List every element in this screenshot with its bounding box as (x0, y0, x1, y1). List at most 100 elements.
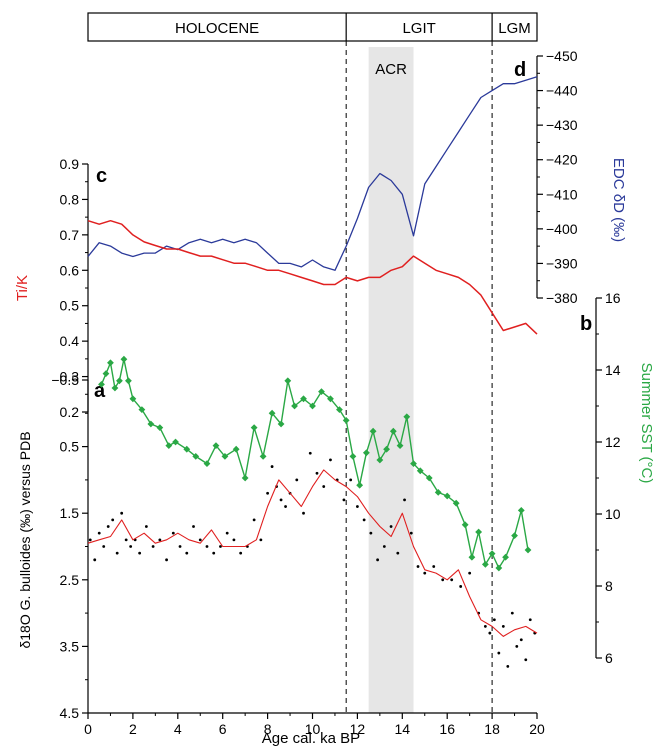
d18o-point (329, 458, 332, 462)
sst-point (488, 550, 496, 557)
tik-y-tick-label: 0.9 (60, 156, 80, 172)
d18o-point (97, 531, 101, 535)
d18o-point (115, 551, 119, 555)
sst-y-tick-label: 16 (605, 290, 621, 306)
sst-point (318, 388, 325, 395)
ylabel-d18o: δ18O G. bulloides (‰) versus PDB (17, 431, 33, 648)
tik-y-tick-label: 0.4 (60, 333, 80, 349)
sst-y-tick-label: 8 (605, 578, 613, 594)
d18o-y-tick-label: 4.5 (60, 705, 80, 721)
d18o-point (252, 518, 256, 522)
d18o-point (483, 625, 487, 628)
d18o-point (124, 538, 128, 542)
sst-series-line (100, 358, 529, 569)
d18o-point (151, 545, 155, 548)
sst-point (250, 424, 258, 431)
x-tick-label: 0 (84, 721, 92, 737)
x-tick-label: 2 (129, 721, 137, 737)
d18o-point (432, 565, 436, 568)
axes-layer: −380 −390 −400 −410 −420 −430 −440 −450 0.2 0.3 0.… (51, 13, 621, 737)
acr-band (368, 47, 414, 713)
sst-point (481, 561, 489, 568)
x-tick-label: 18 (484, 721, 500, 737)
d18o-point (441, 578, 445, 582)
edc-y-tick-label: −380 (546, 290, 578, 306)
x-tick-label: 6 (219, 721, 227, 737)
d18o-point (88, 538, 92, 542)
sst-point (383, 445, 390, 453)
acr-label: ACR (375, 61, 407, 78)
d18o-point (212, 551, 216, 555)
d18o-point (322, 485, 326, 488)
d18o-point (492, 618, 496, 622)
d18o-point (102, 545, 106, 548)
d18o-point (450, 578, 454, 582)
d18o-y-tick-label: 3.5 (60, 638, 80, 654)
d18o-y-tick-label: 2.5 (60, 572, 80, 588)
edc-y-tick-label: −420 (546, 152, 578, 168)
d18o-point (295, 478, 299, 482)
d18o-point (488, 631, 492, 635)
sst-point (147, 420, 155, 428)
sst-point (300, 395, 307, 403)
x-tick-label: 14 (395, 721, 411, 737)
sst-point (203, 460, 211, 467)
d18o-point (376, 558, 380, 562)
sst-point (468, 553, 476, 561)
d18o-point (259, 538, 263, 542)
sst-point (165, 442, 173, 449)
sst-y-tick-label: 10 (605, 506, 621, 522)
sst-point (342, 417, 350, 424)
d18o-point (524, 658, 528, 662)
xlabel: Age cal. ka BP (262, 730, 360, 747)
d18o-y-tick-label: −0.5 (51, 372, 79, 388)
d18o-point (144, 525, 148, 528)
sst-point (221, 453, 229, 460)
x-tick-label: 10 (305, 721, 321, 737)
sst-point (107, 359, 114, 367)
x-tick-label: 20 (529, 721, 545, 737)
sst-point (410, 460, 417, 467)
d18o-point (459, 585, 463, 588)
d18o-point (192, 525, 195, 528)
sst-point (111, 384, 119, 392)
d18o-point (302, 511, 305, 515)
sst-point (120, 355, 128, 363)
d18o-point (120, 511, 124, 515)
tik-y-tick-label: 0.8 (60, 191, 80, 207)
d18o-point (468, 571, 472, 575)
edc-y-tick-label: −440 (546, 83, 578, 99)
sst-point (102, 370, 110, 377)
sst-point (524, 546, 532, 554)
sst-point (284, 377, 292, 385)
panel-letter-c: c (96, 165, 107, 187)
edc-y-tick-label: −430 (546, 117, 578, 133)
d18o-point (497, 651, 501, 655)
period-label-holocene: HOLOCENE (175, 20, 259, 37)
sst-point (356, 481, 364, 489)
tik-y-tick-label: 0.3 (60, 369, 80, 385)
d18o-y-tick-label: 1.5 (60, 505, 80, 521)
d18o-point (342, 498, 346, 502)
d18o-point (111, 518, 115, 522)
d18o-point (232, 538, 236, 542)
sst-y-tick-label: 6 (605, 650, 613, 666)
sst-point (277, 420, 285, 428)
d18o-point (266, 491, 269, 495)
tik-y-tick-label: 0.6 (60, 262, 80, 278)
sst-point (376, 456, 384, 464)
d18o-point (423, 571, 427, 575)
sst-point (138, 406, 146, 413)
edc-y-tick-label: −450 (546, 48, 578, 64)
edc-y-tick-label: −400 (546, 221, 578, 237)
sst-point (125, 377, 132, 385)
d18o-point (409, 531, 413, 535)
d18o-point (279, 498, 283, 502)
d18o-point (349, 478, 353, 482)
x-tick-label: 12 (350, 721, 366, 737)
d18o-point (389, 525, 393, 528)
d18o-point (416, 565, 420, 568)
sst-point (396, 442, 404, 449)
edc-y-tick-label: −410 (546, 186, 578, 202)
